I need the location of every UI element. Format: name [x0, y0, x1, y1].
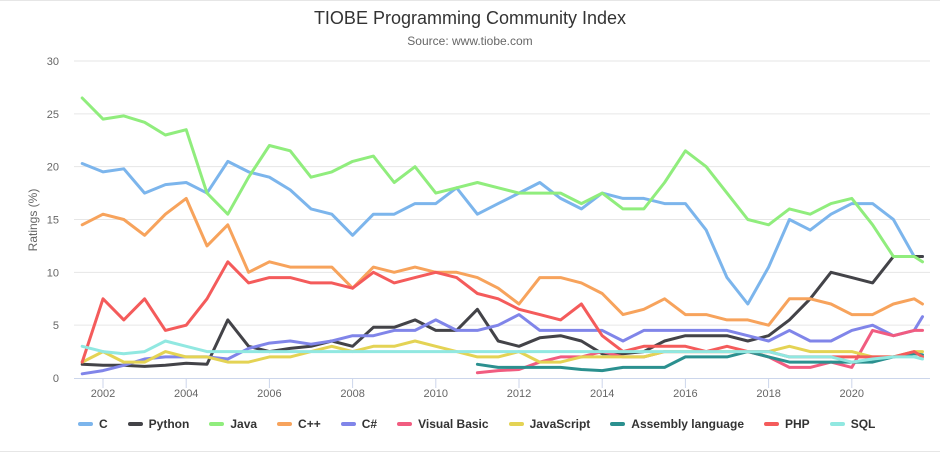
x-tick-label: 2004	[174, 388, 198, 400]
legend-swatch	[764, 422, 779, 426]
x-tick-label: 2018	[756, 388, 780, 400]
series-line-java	[80, 96, 924, 264]
series-line-javascript	[80, 339, 924, 364]
legend-swatch	[610, 422, 626, 426]
y-tick-label: 10	[47, 267, 59, 279]
series-line-python	[80, 255, 924, 368]
y-tick-label: 25	[47, 109, 59, 121]
chart-subtitle: Source: www.tiobe.com	[407, 34, 533, 48]
legend-label: C++	[298, 417, 321, 431]
y-tick-label: 20	[47, 162, 59, 174]
legend-swatch	[829, 422, 845, 426]
top-divider	[0, 0, 940, 1]
legend-item[interactable]: Java	[209, 417, 257, 431]
legend-label: Python	[148, 417, 190, 431]
legend: C Python Java C++ C# Visual Basic JavaScript As…	[78, 417, 895, 431]
legend-item[interactable]: Visual Basic	[397, 417, 489, 431]
legend-item[interactable]: JavaScript	[508, 417, 591, 431]
x-tick-label: 2010	[424, 388, 448, 400]
legend-item[interactable]: C	[78, 417, 108, 431]
legend-swatch	[340, 422, 356, 426]
legend-swatch	[209, 422, 225, 426]
legend-label: C	[99, 417, 108, 431]
legend-swatch	[508, 422, 524, 426]
x-tick-label: 2014	[590, 388, 614, 400]
legend-item[interactable]: PHP	[764, 417, 810, 431]
legend-swatch	[127, 422, 143, 426]
legend-swatch	[397, 422, 413, 426]
series-line-sql	[80, 339, 924, 364]
legend-item[interactable]: C++	[277, 417, 321, 431]
x-tick-label: 2006	[257, 388, 281, 400]
y-tick-label: 5	[53, 320, 59, 332]
y-tick-label: 0	[53, 373, 59, 385]
x-tick-label: 2020	[840, 388, 864, 400]
x-tick-label: 2002	[91, 388, 115, 400]
legend-item[interactable]: C#	[340, 417, 378, 431]
chart-title: TIOBE Programming Community Index	[313, 8, 627, 28]
y-tick-label: 30	[47, 56, 59, 68]
legend-label: JavaScript	[529, 417, 591, 431]
legend-label: C#	[361, 417, 378, 431]
legend-label: SQL	[850, 417, 876, 431]
legend-label: Visual Basic	[418, 417, 489, 431]
legend-swatch	[277, 422, 293, 426]
legend-item[interactable]: SQL	[829, 417, 876, 431]
bottom-divider	[0, 451, 940, 452]
y-axis-title: Ratings (%)	[26, 189, 40, 252]
legend-label: PHP	[785, 417, 810, 431]
series-line-c	[80, 159, 924, 306]
x-tick-label: 2016	[673, 388, 697, 400]
legend-label: Assembly language	[631, 417, 744, 431]
legend-swatch	[78, 422, 93, 426]
series-line-c-	[80, 196, 924, 327]
x-tick-label: 2008	[340, 388, 364, 400]
legend-item[interactable]: Assembly language	[610, 417, 744, 431]
legend-label: Java	[230, 417, 258, 431]
series-line-c-	[80, 313, 924, 376]
y-tick-label: 15	[47, 215, 59, 227]
x-tick-label: 2012	[507, 388, 531, 400]
legend-item[interactable]: Python	[127, 417, 190, 431]
